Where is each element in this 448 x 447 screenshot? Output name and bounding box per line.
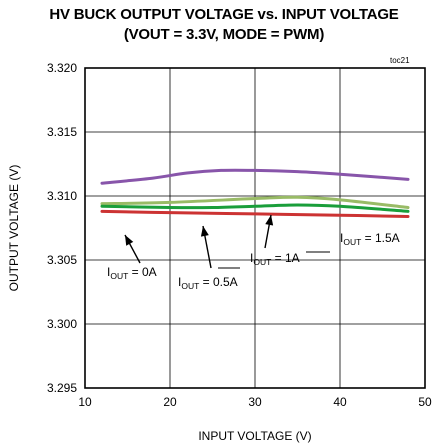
x-tick-label: 10	[78, 395, 92, 409]
y-tick-label: 3.300	[47, 317, 77, 331]
annotation-1a-label: IOUT = 1A	[250, 251, 300, 267]
chart-subtitle: (VOUT = 3.3V, MODE = PWM)	[123, 26, 325, 43]
x-tick-label: 50	[418, 395, 432, 409]
annotation-0a-label: IOUT = 0A	[107, 265, 157, 281]
annotation-0-5a-label: IOUT = 0.5A	[178, 275, 238, 291]
y-tick-label: 3.320	[47, 61, 77, 75]
x-tick-label: 40	[333, 395, 347, 409]
annotation-1-5a-label: IOUT = 1.5A	[340, 231, 400, 247]
y-axis-label: OUTPUT VOLTAGE (V)	[7, 165, 21, 292]
y-tick-label: 3.305	[47, 253, 77, 267]
series-line-0	[100, 209, 410, 218]
x-tick-label: 20	[163, 395, 177, 409]
series-line-2	[100, 203, 410, 213]
series-line-1	[100, 195, 410, 210]
x-axis-label: INPUT VOLTAGE (V)	[198, 429, 311, 443]
plot-frame	[84, 67, 426, 389]
y-tick-label: 3.315	[47, 125, 77, 139]
figure-tag: toc21	[390, 56, 410, 65]
x-tick-label: 30	[248, 395, 262, 409]
y-tick-label: 3.310	[47, 189, 77, 203]
annotation-1a-arrow-head	[265, 215, 274, 226]
chart-title: HV BUCK OUTPUT VOLTAGE vs. INPUT VOLTAGE	[49, 6, 399, 23]
series-line-3	[100, 168, 410, 185]
annotation-0-5a-arrow-head	[200, 226, 209, 237]
y-tick-label: 3.295	[47, 381, 77, 395]
annotation-0a-arrow-head	[125, 235, 134, 246]
